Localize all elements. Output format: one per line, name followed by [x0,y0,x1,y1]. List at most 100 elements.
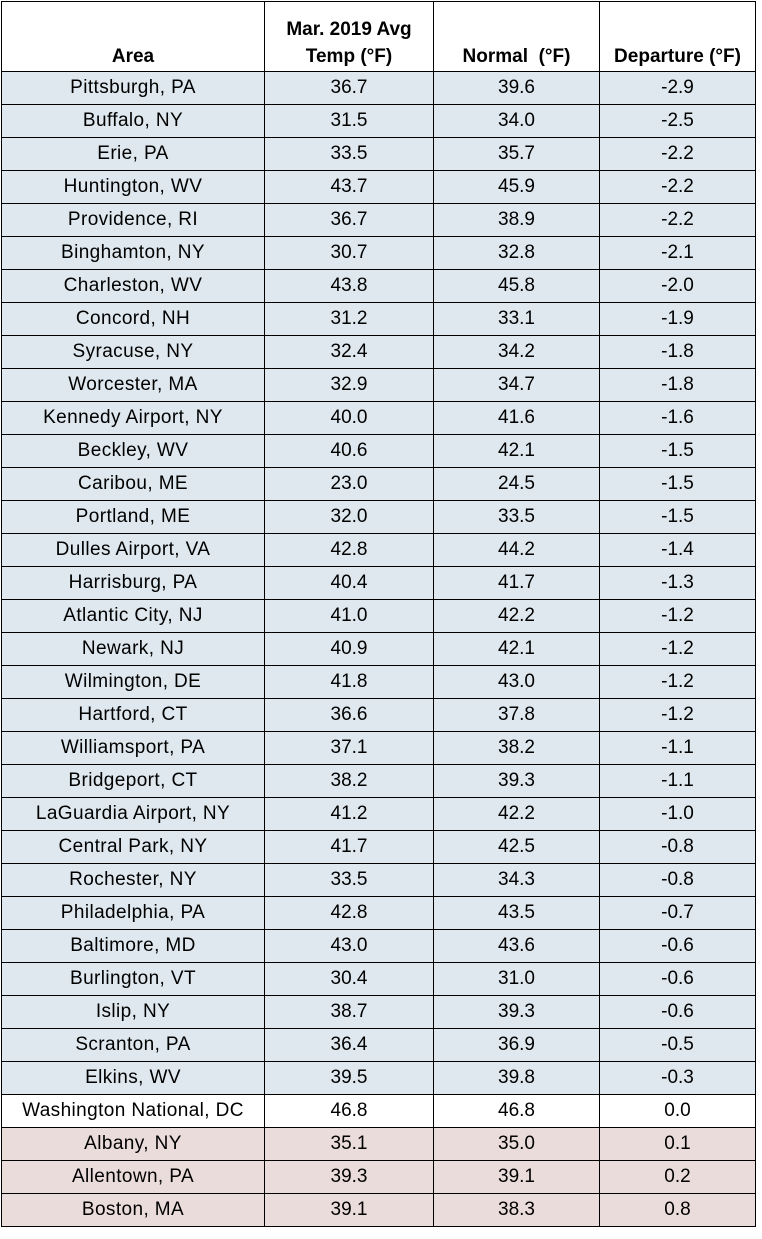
avg-temp-cell: 46.8 [264,1094,434,1128]
table-header: Area Mar. 2019 Avg Temp (°F) Normal (°F) … [1,1,756,72]
area-cell: Caribou, ME [1,467,265,501]
table-row: Buffalo, NY 31.5 34.0 -2.5 [1,104,756,138]
header-row: Area Mar. 2019 Avg Temp (°F) Normal (°F) … [1,1,756,72]
table-row: Providence, RI 36.7 38.9 -2.2 [1,203,756,237]
area-cell: Charleston, WV [1,269,265,303]
departure-cell: -0.6 [599,929,756,963]
departure-cell: -1.2 [599,599,756,633]
departure-cell: -1.2 [599,665,756,699]
departure-cell: -1.5 [599,434,756,468]
departure-cell: 0.1 [599,1127,756,1161]
avg-temp-cell: 30.7 [264,236,434,270]
avg-temp-cell: 40.6 [264,434,434,468]
normal-cell: 46.8 [433,1094,600,1128]
table-row: Dulles Airport, VA 42.8 44.2 -1.4 [1,533,756,567]
normal-cell: 42.1 [433,434,600,468]
avg-temp-cell: 40.4 [264,566,434,600]
avg-temp-cell: 31.5 [264,104,434,138]
area-cell: LaGuardia Airport, NY [1,797,265,831]
area-cell: Scranton, PA [1,1028,265,1062]
normal-cell: 43.5 [433,896,600,930]
departure-cell: -1.1 [599,764,756,798]
avg-temp-cell: 30.4 [264,962,434,996]
departure-cell: -0.6 [599,962,756,996]
area-cell: Beckley, WV [1,434,265,468]
avg-temp-cell: 43.7 [264,170,434,204]
normal-cell: 34.2 [433,335,600,369]
departure-cell: -0.8 [599,863,756,897]
table-row: Syracuse, NY 32.4 34.2 -1.8 [1,335,756,369]
departure-cell: -1.1 [599,731,756,765]
table-row: Newark, NJ 40.9 42.1 -1.2 [1,632,756,666]
departure-cell: -1.2 [599,698,756,732]
area-cell: Huntington, WV [1,170,265,204]
avg-temp-cell: 38.2 [264,764,434,798]
departure-cell: 0.0 [599,1094,756,1128]
normal-cell: 35.0 [433,1127,600,1161]
area-cell: Albany, NY [1,1127,265,1161]
area-cell: Syracuse, NY [1,335,265,369]
departure-cell: -1.2 [599,632,756,666]
table-row: Bridgeport, CT 38.2 39.3 -1.1 [1,764,756,798]
avg-temp-cell: 36.6 [264,698,434,732]
avg-temp-cell: 23.0 [264,467,434,501]
departure-cell: -2.1 [599,236,756,270]
table-body: Pittsburgh, PA 36.7 39.6 -2.9 Buffalo, NY 31.… [1,71,756,1227]
departure-cell: -0.3 [599,1061,756,1095]
area-cell: Erie, PA [1,137,265,171]
avg-temp-cell: 32.4 [264,335,434,369]
departure-cell: 0.2 [599,1160,756,1194]
area-cell: Providence, RI [1,203,265,237]
departure-cell: -2.0 [599,269,756,303]
normal-cell: 41.7 [433,566,600,600]
area-cell: Wilmington, DE [1,665,265,699]
header-area: Area [1,1,265,72]
departure-cell: -0.6 [599,995,756,1029]
avg-temp-cell: 38.7 [264,995,434,1029]
table-row: Rochester, NY 33.5 34.3 -0.8 [1,863,756,897]
table-row: Huntington, WV 43.7 45.9 -2.2 [1,170,756,204]
normal-cell: 39.6 [433,71,600,105]
table-row: Williamsport, PA 37.1 38.2 -1.1 [1,731,756,765]
departure-cell: -1.9 [599,302,756,336]
normal-cell: 45.8 [433,269,600,303]
departure-cell: -1.5 [599,467,756,501]
departure-cell: -1.5 [599,500,756,534]
normal-cell: 39.3 [433,995,600,1029]
table-row: Portland, ME 32.0 33.5 -1.5 [1,500,756,534]
table-row: Scranton, PA 36.4 36.9 -0.5 [1,1028,756,1062]
table-row: Islip, NY 38.7 39.3 -0.6 [1,995,756,1029]
area-cell: Baltimore, MD [1,929,265,963]
normal-cell: 41.6 [433,401,600,435]
normal-cell: 43.0 [433,665,600,699]
area-cell: Philadelphia, PA [1,896,265,930]
area-cell: Hartford, CT [1,698,265,732]
avg-temp-cell: 39.3 [264,1160,434,1194]
table-row: Worcester, MA 32.9 34.7 -1.8 [1,368,756,402]
table-row: Pittsburgh, PA 36.7 39.6 -2.9 [1,71,756,105]
header-avg-temp: Mar. 2019 Avg Temp (°F) [264,1,434,72]
table-row: Elkins, WV 39.5 39.8 -0.3 [1,1061,756,1095]
table-row: Burlington, VT 30.4 31.0 -0.6 [1,962,756,996]
header-avg-temp-line2: Temp (°F) [305,46,393,67]
avg-temp-cell: 33.5 [264,863,434,897]
avg-temp-cell: 39.1 [264,1193,434,1227]
header-departure: Departure (°F) [599,1,756,72]
area-cell: Concord, NH [1,302,265,336]
table-row: Washington National, DC 46.8 46.8 0.0 [1,1094,756,1128]
avg-temp-cell: 41.0 [264,599,434,633]
table-row: Beckley, WV 40.6 42.1 -1.5 [1,434,756,468]
departure-cell: -1.3 [599,566,756,600]
table-row: Hartford, CT 36.6 37.8 -1.2 [1,698,756,732]
area-cell: Dulles Airport, VA [1,533,265,567]
avg-temp-cell: 33.5 [264,137,434,171]
departure-cell: -1.8 [599,368,756,402]
avg-temp-cell: 31.2 [264,302,434,336]
normal-cell: 34.3 [433,863,600,897]
normal-cell: 35.7 [433,137,600,171]
table-row: Kennedy Airport, NY 40.0 41.6 -1.6 [1,401,756,435]
table-row: Albany, NY 35.1 35.0 0.1 [1,1127,756,1161]
avg-temp-cell: 39.5 [264,1061,434,1095]
avg-temp-cell: 41.2 [264,797,434,831]
